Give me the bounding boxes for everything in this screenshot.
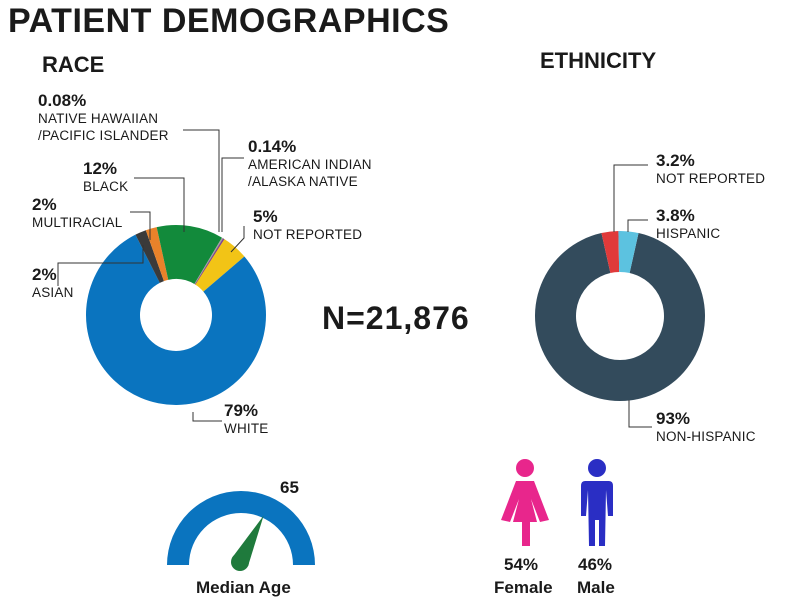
race-label-asian: 2% ASIAN — [32, 266, 74, 301]
slice-name-line2: /ALASKA NATIVE — [248, 174, 358, 189]
ethnicity-chart-title: ETHNICITY — [540, 48, 657, 73]
race-chart-title: RACE — [42, 52, 105, 77]
leader-white — [192, 412, 222, 422]
leader-asian — [57, 245, 144, 286]
slice-pct: 0.14% — [248, 137, 297, 156]
gauge-arc — [167, 491, 315, 565]
slice-name: WHITE — [224, 421, 269, 436]
leader-black — [134, 177, 185, 232]
slice-american-indian-alaska-native — [194, 238, 225, 285]
female-label: Female — [494, 578, 553, 597]
ethnicity-donut — [535, 231, 706, 401]
leader-lines — [57, 129, 652, 428]
slice-name: NON-HISPANIC — [656, 429, 756, 444]
gauge-hub — [231, 553, 249, 571]
race-label-multiracial: 2% MULTIRACIAL — [32, 196, 122, 231]
leader-native-hawaiian — [183, 129, 220, 232]
page-title: PATIENT DEMOGRAPHICS — [8, 2, 450, 40]
slice-name-line1: NATIVE HAWAIIAN — [38, 111, 159, 126]
slice-native-hawaiian-pacific-islander — [194, 237, 224, 285]
slice-hispanic — [618, 231, 639, 274]
slice-pct: 3.2% — [656, 151, 695, 170]
slice-pct: 2% — [32, 195, 57, 214]
eth-label-non-hispanic: 93% NON-HISPANIC — [656, 410, 756, 445]
slice-name: BLACK — [83, 179, 129, 194]
slice-pct: 3.8% — [656, 206, 695, 225]
slice-pct: 79% — [224, 401, 259, 420]
eth-label-hispanic: 3.8% HISPANIC — [656, 207, 720, 242]
race-label-white: 79% WHITE — [224, 402, 269, 437]
male-label: Male — [577, 578, 615, 597]
slice-black — [156, 225, 222, 285]
total-n: N=21,876 — [322, 300, 470, 336]
slice-name: MULTIRACIAL — [32, 215, 123, 230]
gender-figures — [501, 459, 613, 546]
leader-eth-not-reported — [613, 164, 648, 232]
race-donut — [85, 225, 266, 405]
race-label-not-reported: 5% NOT REPORTED — [253, 208, 362, 243]
slice-pct: 5% — [253, 207, 278, 226]
leader-hispanic — [627, 219, 648, 232]
leader-not-reported — [230, 226, 245, 253]
race-label-native-hawaiian: 0.08% NATIVE HAWAIIAN /PACIFIC ISLANDER — [38, 92, 169, 144]
slice-name-line1: AMERICAN INDIAN — [248, 157, 372, 172]
slice-pct: 2% — [32, 265, 57, 284]
slice-name-line2: /PACIFIC ISLANDER — [38, 128, 169, 143]
slice-name: HISPANIC — [656, 226, 721, 241]
female-pct: 54% — [504, 555, 539, 574]
leader-non-hispanic — [628, 400, 652, 428]
eth-label-not-reported: 3.2% NOT REPORTED — [656, 152, 765, 187]
male-figure-icon — [581, 459, 613, 546]
median-age-label: Median Age — [196, 578, 291, 597]
slice-pct: 93% — [656, 409, 691, 428]
leader-american-indian — [221, 157, 244, 232]
slice-non-hispanic — [535, 233, 706, 401]
median-age-value: 65 — [280, 478, 299, 497]
slice-white — [85, 234, 266, 405]
race-label-black: 12% BLACK — [83, 160, 128, 195]
slice-pct: 12% — [83, 159, 118, 178]
female-figure-icon — [501, 459, 549, 546]
slice-multiracial — [145, 227, 169, 282]
slice-name: NOT REPORTED — [253, 227, 363, 242]
slice-name: ASIAN — [32, 285, 74, 300]
slice-not-reported — [601, 231, 620, 274]
slice-name: NOT REPORTED — [656, 171, 766, 186]
leader-multiracial — [130, 211, 151, 240]
race-label-american-indian: 0.14% AMERICAN INDIAN /ALASKA NATIVE — [248, 138, 372, 190]
male-pct: 46% — [578, 555, 613, 574]
slice-asian — [135, 230, 164, 283]
median-age-gauge — [167, 491, 315, 571]
slice-pct: 0.08% — [38, 91, 87, 110]
